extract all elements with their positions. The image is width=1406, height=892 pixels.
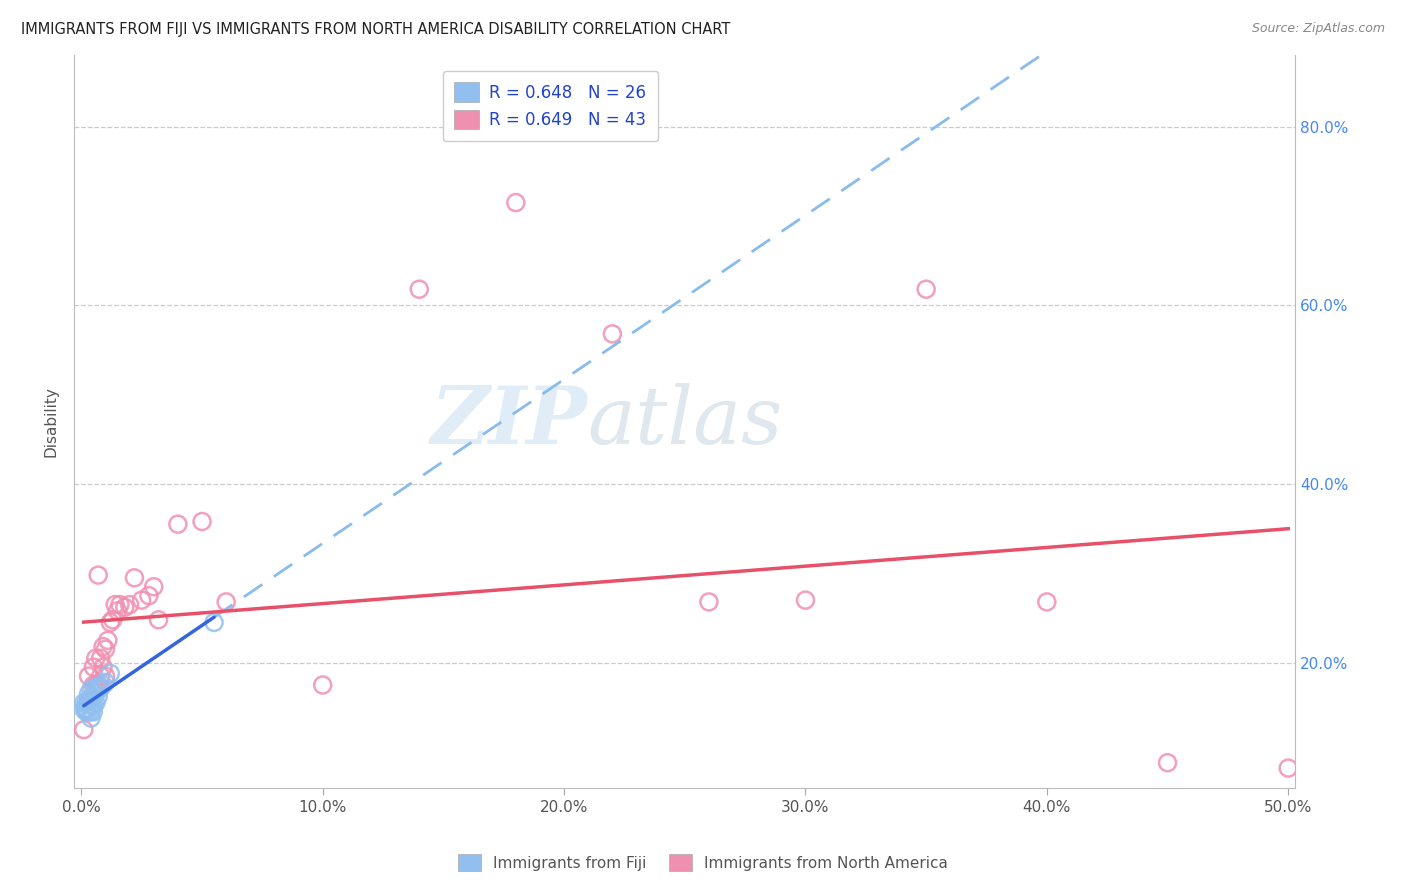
- Point: [73, 723, 96, 737]
- Point: [84, 678, 107, 692]
- Text: Source: ZipAtlas.com: Source: ZipAtlas.com: [1251, 22, 1385, 36]
- Point: [1277, 761, 1299, 775]
- Point: [91, 660, 114, 674]
- Point: [77, 669, 100, 683]
- Point: [82, 705, 104, 719]
- Point: [77, 693, 100, 707]
- Point: [87, 682, 110, 697]
- Point: [915, 282, 938, 296]
- Point: [94, 669, 117, 683]
- Point: [131, 593, 153, 607]
- Point: [87, 678, 110, 692]
- Point: [101, 613, 124, 627]
- Point: [75, 696, 97, 710]
- Point: [82, 678, 104, 692]
- Text: IMMIGRANTS FROM FIJI VS IMMIGRANTS FROM NORTH AMERICA DISABILITY CORRELATION CHA: IMMIGRANTS FROM FIJI VS IMMIGRANTS FROM …: [21, 22, 731, 37]
- Point: [84, 696, 107, 710]
- Point: [90, 681, 112, 695]
- Point: [84, 651, 107, 665]
- Point: [80, 698, 103, 713]
- Legend: R = 0.648   N = 26, R = 0.649   N = 43: R = 0.648 N = 26, R = 0.649 N = 43: [443, 70, 658, 141]
- Point: [98, 666, 121, 681]
- Point: [84, 687, 107, 701]
- Point: [82, 698, 104, 713]
- Point: [98, 615, 121, 630]
- Point: [87, 568, 110, 582]
- Point: [80, 690, 103, 704]
- Point: [104, 598, 127, 612]
- Point: [602, 326, 624, 341]
- Point: [77, 705, 100, 719]
- Point: [82, 660, 104, 674]
- Point: [1036, 595, 1059, 609]
- Point: [77, 687, 100, 701]
- Point: [94, 642, 117, 657]
- Text: atlas: atlas: [588, 383, 783, 460]
- Point: [505, 195, 527, 210]
- Point: [118, 598, 141, 612]
- Point: [75, 705, 97, 719]
- Point: [312, 678, 335, 692]
- Point: [84, 681, 107, 695]
- Point: [75, 702, 97, 716]
- Text: ZIP: ZIP: [430, 383, 588, 460]
- Point: [73, 702, 96, 716]
- Legend: Immigrants from Fiji, Immigrants from North America: Immigrants from Fiji, Immigrants from No…: [451, 848, 955, 877]
- Point: [91, 640, 114, 654]
- Point: [90, 651, 112, 665]
- Point: [94, 675, 117, 690]
- Point: [124, 571, 146, 585]
- Point: [82, 691, 104, 706]
- Point: [697, 595, 720, 609]
- Point: [107, 604, 129, 618]
- Point: [80, 711, 103, 725]
- Point: [73, 696, 96, 710]
- Point: [202, 615, 225, 630]
- Point: [148, 613, 170, 627]
- Point: [80, 693, 103, 707]
- Point: [75, 702, 97, 716]
- Point: [80, 705, 103, 719]
- Point: [87, 690, 110, 704]
- Point: [138, 589, 160, 603]
- Point: [91, 678, 114, 692]
- Point: [167, 517, 190, 532]
- Point: [97, 633, 120, 648]
- Point: [90, 669, 112, 683]
- Point: [80, 682, 103, 697]
- Point: [1156, 756, 1178, 770]
- Point: [114, 600, 136, 615]
- Y-axis label: Disability: Disability: [44, 386, 58, 457]
- Point: [215, 595, 238, 609]
- Point: [108, 598, 131, 612]
- Point: [77, 693, 100, 707]
- Point: [408, 282, 430, 296]
- Point: [794, 593, 817, 607]
- Point: [142, 580, 165, 594]
- Point: [191, 515, 214, 529]
